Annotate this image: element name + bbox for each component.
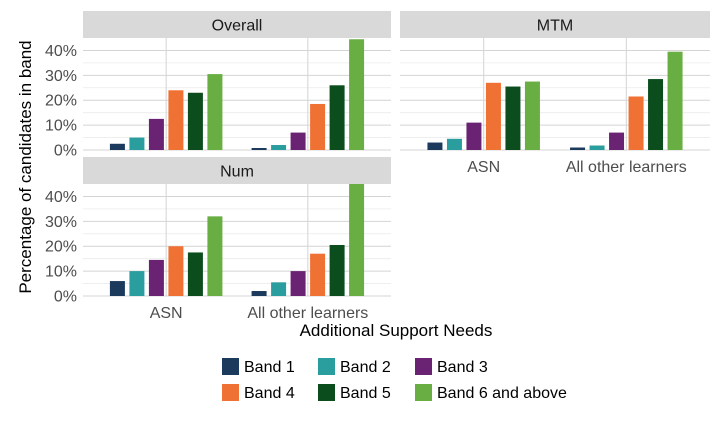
- x-tick-label: All other learners: [566, 159, 687, 176]
- bar: [329, 85, 345, 150]
- bar: [148, 259, 164, 296]
- panel-title: Overall: [212, 18, 263, 35]
- bar: [628, 96, 644, 150]
- bar: [310, 253, 326, 296]
- plot-background: [83, 38, 391, 150]
- y-tick-label: 0%: [54, 289, 77, 306]
- legend-label: Band 6 and above: [437, 385, 567, 402]
- y-tick-label: 30%: [45, 68, 77, 85]
- legend-swatch: [415, 384, 432, 401]
- bar: [648, 79, 664, 150]
- bar: [251, 148, 267, 150]
- plot-background: [400, 38, 710, 150]
- bar: [667, 51, 683, 150]
- bar: [168, 246, 184, 296]
- y-tick-label: 10%: [45, 264, 77, 281]
- legend-label: Band 4: [244, 385, 295, 402]
- legend-label: Band 1: [244, 359, 295, 376]
- panel-overall: Overall 0% 10% 20% 30% 40%: [45, 11, 391, 160]
- bar: [570, 147, 586, 150]
- legend-swatch: [222, 358, 239, 375]
- legend-label: Band 5: [340, 385, 391, 402]
- panel-title: Num: [220, 164, 254, 181]
- legend-swatch: [318, 384, 335, 401]
- y-axis-title: Percentage of candidates in band: [16, 40, 35, 293]
- bar: [271, 282, 287, 296]
- bar: [446, 138, 462, 150]
- bar: [310, 103, 326, 150]
- bar: [109, 143, 125, 150]
- bar: [148, 118, 164, 150]
- bar: [349, 39, 365, 150]
- bar: [129, 137, 145, 150]
- legend-item: Band 4: [222, 384, 295, 402]
- bar: [187, 92, 203, 150]
- x-tick-label: ASN: [467, 159, 500, 176]
- x-axis-title: Additional Support Needs: [300, 321, 493, 340]
- bar: [466, 122, 482, 150]
- bar: [589, 145, 605, 150]
- legend-item: Band 1: [222, 358, 295, 376]
- bar: [168, 90, 184, 150]
- bar: [251, 291, 267, 296]
- bar: [271, 145, 287, 150]
- legend-item: Band 6 and above: [415, 384, 567, 402]
- y-tick-label: 0%: [54, 143, 77, 160]
- panel-num: Num 0% 10% 20% 30% 40% ASN All other learners: [45, 157, 391, 322]
- plot-background: [83, 184, 391, 296]
- x-tick-label: All other learners: [247, 305, 368, 322]
- panel-mtm: MTM ASN All other learners: [400, 11, 710, 176]
- bar: [290, 271, 306, 296]
- legend-item: Band 2: [318, 358, 391, 376]
- bar: [187, 252, 203, 296]
- legend-item: Band 3: [415, 358, 488, 376]
- bar: [290, 132, 306, 150]
- legend-item: Band 5: [318, 384, 391, 402]
- y-tick-label: 10%: [45, 118, 77, 135]
- panel-strip: [400, 11, 710, 38]
- bar: [485, 82, 501, 150]
- y-tick-label: 20%: [45, 93, 77, 110]
- legend-swatch: [222, 384, 239, 401]
- panel-strip: [83, 11, 391, 38]
- y-tick-label: 30%: [45, 214, 77, 231]
- panel-strip: [83, 157, 391, 184]
- legend-swatch: [318, 358, 335, 375]
- bar: [349, 184, 365, 296]
- y-tick-label: 20%: [45, 239, 77, 256]
- y-tick-label: 40%: [45, 189, 77, 206]
- x-tick-label: ASN: [150, 305, 183, 322]
- legend-swatch: [415, 358, 432, 375]
- bar: [129, 271, 145, 296]
- bar: [609, 132, 625, 150]
- bar: [427, 142, 443, 150]
- bar: [505, 86, 521, 150]
- panel-title: MTM: [537, 18, 573, 35]
- legend-label: Band 3: [437, 359, 488, 376]
- legend-label: Band 2: [340, 359, 391, 376]
- bar: [329, 244, 345, 296]
- legend: Band 1 Band 2 Band 3 Band 4 Band 5 Band 6 and…: [222, 358, 567, 402]
- bar: [207, 74, 223, 150]
- y-tick-label: 40%: [45, 43, 77, 60]
- bar: [109, 281, 125, 296]
- bar: [524, 81, 540, 150]
- bar: [207, 216, 223, 296]
